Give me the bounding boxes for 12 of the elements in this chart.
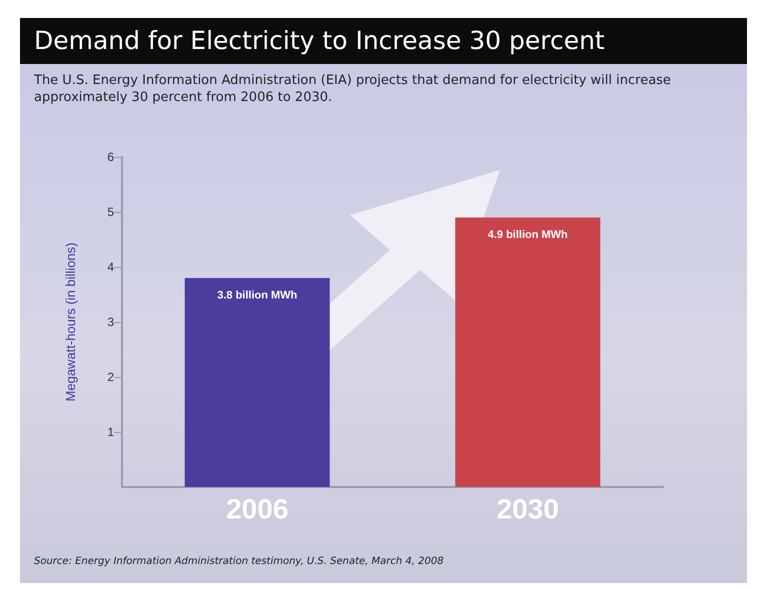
data-label: 4.9 billion MWh bbox=[488, 229, 568, 241]
y-tick-label: 4 bbox=[107, 260, 114, 274]
y-tick-label: 1 bbox=[107, 425, 114, 439]
y-tick-label: 6 bbox=[107, 150, 114, 164]
source-note: Source: Energy Information Administration testimony, U.S. Senate, March 4, 2008 bbox=[34, 556, 444, 567]
y-tick-label: 3 bbox=[107, 315, 114, 329]
y-axis-title: Megawatt-hours (in billions) bbox=[63, 242, 78, 402]
y-tick-label: 2 bbox=[107, 370, 114, 384]
y-tick-label: 5 bbox=[107, 205, 114, 219]
chart-title: Demand for Electricity to Increase 30 percent bbox=[20, 18, 747, 64]
chart-subtitle: The U.S. Energy Information Administration (EIA) projects that demand for electricity will increase approximately 30 percent from 2006 to 2030. bbox=[34, 72, 672, 106]
data-label: 3.8 billion MWh bbox=[217, 290, 298, 302]
